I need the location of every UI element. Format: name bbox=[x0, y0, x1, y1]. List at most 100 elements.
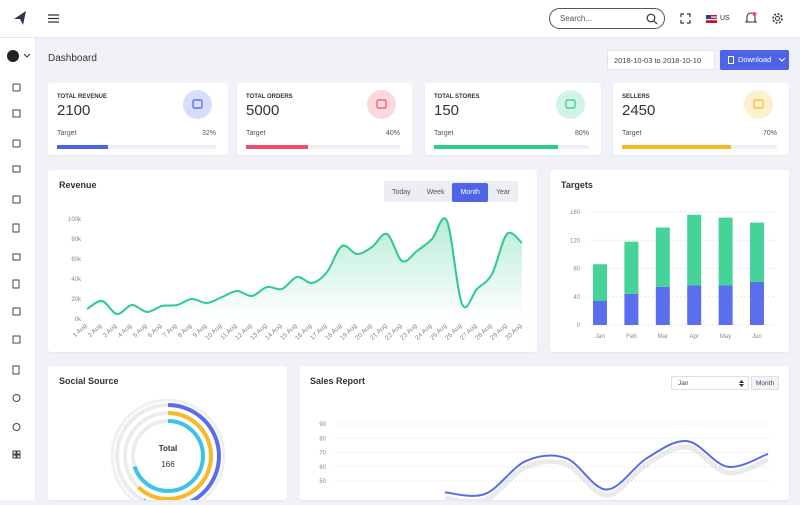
month-select[interactable]: Jan bbox=[671, 376, 749, 390]
x-tick-label: 6 Aug bbox=[147, 322, 164, 339]
bar-segment bbox=[750, 281, 764, 325]
select-arrows bbox=[739, 380, 744, 387]
target-percent: 80% bbox=[574, 130, 589, 137]
panel-title: Targets bbox=[561, 180, 593, 190]
x-tick-label: 7 Aug bbox=[162, 322, 179, 339]
range-button[interactable]: Week bbox=[418, 183, 453, 202]
y-tick-label: 160 bbox=[570, 210, 581, 216]
y-tick-label: 80k bbox=[71, 237, 82, 243]
icon-glyph bbox=[565, 99, 576, 109]
x-tick-label: 3 Aug bbox=[102, 322, 119, 339]
icon-bg bbox=[367, 90, 396, 119]
y-tick-label: 0k bbox=[75, 317, 82, 323]
sidebar bbox=[0, 38, 36, 500]
x-tick-label: May bbox=[720, 334, 731, 340]
sales-chart: 50 60 70 80 90 bbox=[319, 422, 770, 500]
fullscreen-icon[interactable] bbox=[680, 13, 691, 24]
y-tick-label: 40k bbox=[71, 277, 82, 283]
card-value: 2100 bbox=[57, 102, 91, 119]
social-panel: Social Source Total 166 bbox=[48, 366, 287, 500]
bar-segment bbox=[718, 285, 733, 325]
x-tick-label: 4 Aug bbox=[117, 322, 134, 339]
search-icon bbox=[646, 13, 658, 25]
card-value: 150 bbox=[434, 102, 460, 119]
bar-segment bbox=[624, 293, 639, 325]
ring-arc bbox=[123, 411, 213, 500]
icon-glyph bbox=[192, 99, 203, 109]
line bbox=[86, 217, 523, 315]
settings-icon[interactable] bbox=[771, 12, 784, 25]
range-buttons: Today Week Month Year bbox=[384, 181, 519, 202]
y-tick-label: 70 bbox=[319, 451, 326, 457]
sidebar-icons bbox=[7, 50, 31, 459]
x-tick-label: 8 Aug bbox=[177, 322, 194, 339]
top-bar: Search... US bbox=[0, 0, 800, 38]
range-button[interactable]: Year bbox=[487, 183, 519, 202]
download-button[interactable]: Download bbox=[720, 50, 789, 70]
target-label: Target bbox=[622, 130, 642, 137]
stat-card: TOTAL ORDERS 5000 Target 40% bbox=[237, 83, 412, 155]
notification-icon[interactable] bbox=[744, 11, 758, 25]
progress-bar bbox=[434, 145, 558, 149]
target-label: Target bbox=[57, 130, 77, 137]
x-tick-label: Apr bbox=[690, 334, 699, 340]
bar-segment bbox=[655, 286, 670, 325]
locale[interactable]: US bbox=[720, 15, 730, 22]
card-icon bbox=[183, 90, 212, 119]
x-tick-label: Feb bbox=[626, 334, 637, 340]
y-tick-label: 20k bbox=[71, 297, 82, 303]
bar-segment bbox=[624, 241, 639, 294]
x-tick-label: 2 Aug bbox=[87, 322, 104, 339]
y-tick-label: 90 bbox=[319, 422, 326, 428]
icon-shape bbox=[565, 99, 576, 109]
progress-bar bbox=[246, 145, 308, 149]
center-value: 166 bbox=[161, 460, 175, 469]
line bbox=[444, 440, 769, 497]
y-tick-label: 60 bbox=[319, 465, 326, 471]
card-icon bbox=[367, 90, 396, 119]
area bbox=[87, 218, 522, 319]
select-value: Jan bbox=[678, 380, 689, 387]
menu-toggle[interactable] bbox=[47, 13, 60, 24]
sales-panel: Sales Report Jan Month 50 60 70 80 90 bbox=[300, 366, 789, 500]
x-tick-label: Mar bbox=[658, 334, 668, 340]
download-label: Download bbox=[738, 55, 772, 64]
period-button[interactable]: Month bbox=[751, 376, 779, 390]
y-tick-label: 80 bbox=[319, 436, 326, 442]
y-tick-label: 80 bbox=[573, 267, 580, 273]
bar-segment bbox=[718, 217, 733, 286]
y-tick-label: 100k bbox=[68, 217, 82, 223]
progress-track bbox=[57, 145, 216, 149]
stat-card: TOTAL REVENUE 2100 Target 32% bbox=[48, 83, 228, 155]
range-button[interactable]: Today bbox=[384, 183, 419, 202]
date-range[interactable]: 2018-10-03 to 2018-10-10 bbox=[607, 50, 715, 70]
center-label: Total bbox=[159, 444, 178, 453]
bar-segment bbox=[593, 300, 607, 325]
x-tick-label: 30 Aug bbox=[504, 322, 524, 342]
card-title: TOTAL STORES bbox=[434, 94, 480, 100]
target-percent: 32% bbox=[201, 130, 216, 137]
download-icon bbox=[728, 56, 734, 64]
range-button[interactable]: Month bbox=[452, 183, 488, 202]
icon-shape bbox=[192, 99, 203, 109]
card-icon bbox=[744, 90, 773, 119]
y-tick-label: 60k bbox=[71, 257, 82, 263]
page-title: Dashboard bbox=[48, 53, 97, 64]
icon-bg bbox=[556, 90, 585, 119]
search-box[interactable]: Search... bbox=[549, 8, 665, 29]
bar-segment bbox=[593, 264, 607, 301]
bar-segment bbox=[687, 214, 702, 286]
icon-bg bbox=[183, 90, 212, 119]
icon-glyph bbox=[753, 99, 764, 109]
panel-title: Social Source bbox=[59, 376, 119, 386]
card-title: TOTAL ORDERS bbox=[246, 94, 293, 100]
x-tick-label: Jun bbox=[752, 334, 762, 340]
y-tick-label: 50 bbox=[319, 479, 326, 485]
ring-arc bbox=[131, 419, 205, 493]
progress-track bbox=[434, 145, 589, 149]
targets-chart: 0 40 80 120 160 Jan Feb Mar Apr May Jun bbox=[570, 210, 775, 340]
x-tick-label: 1 Aug bbox=[72, 322, 89, 339]
icon-shape bbox=[376, 99, 387, 109]
